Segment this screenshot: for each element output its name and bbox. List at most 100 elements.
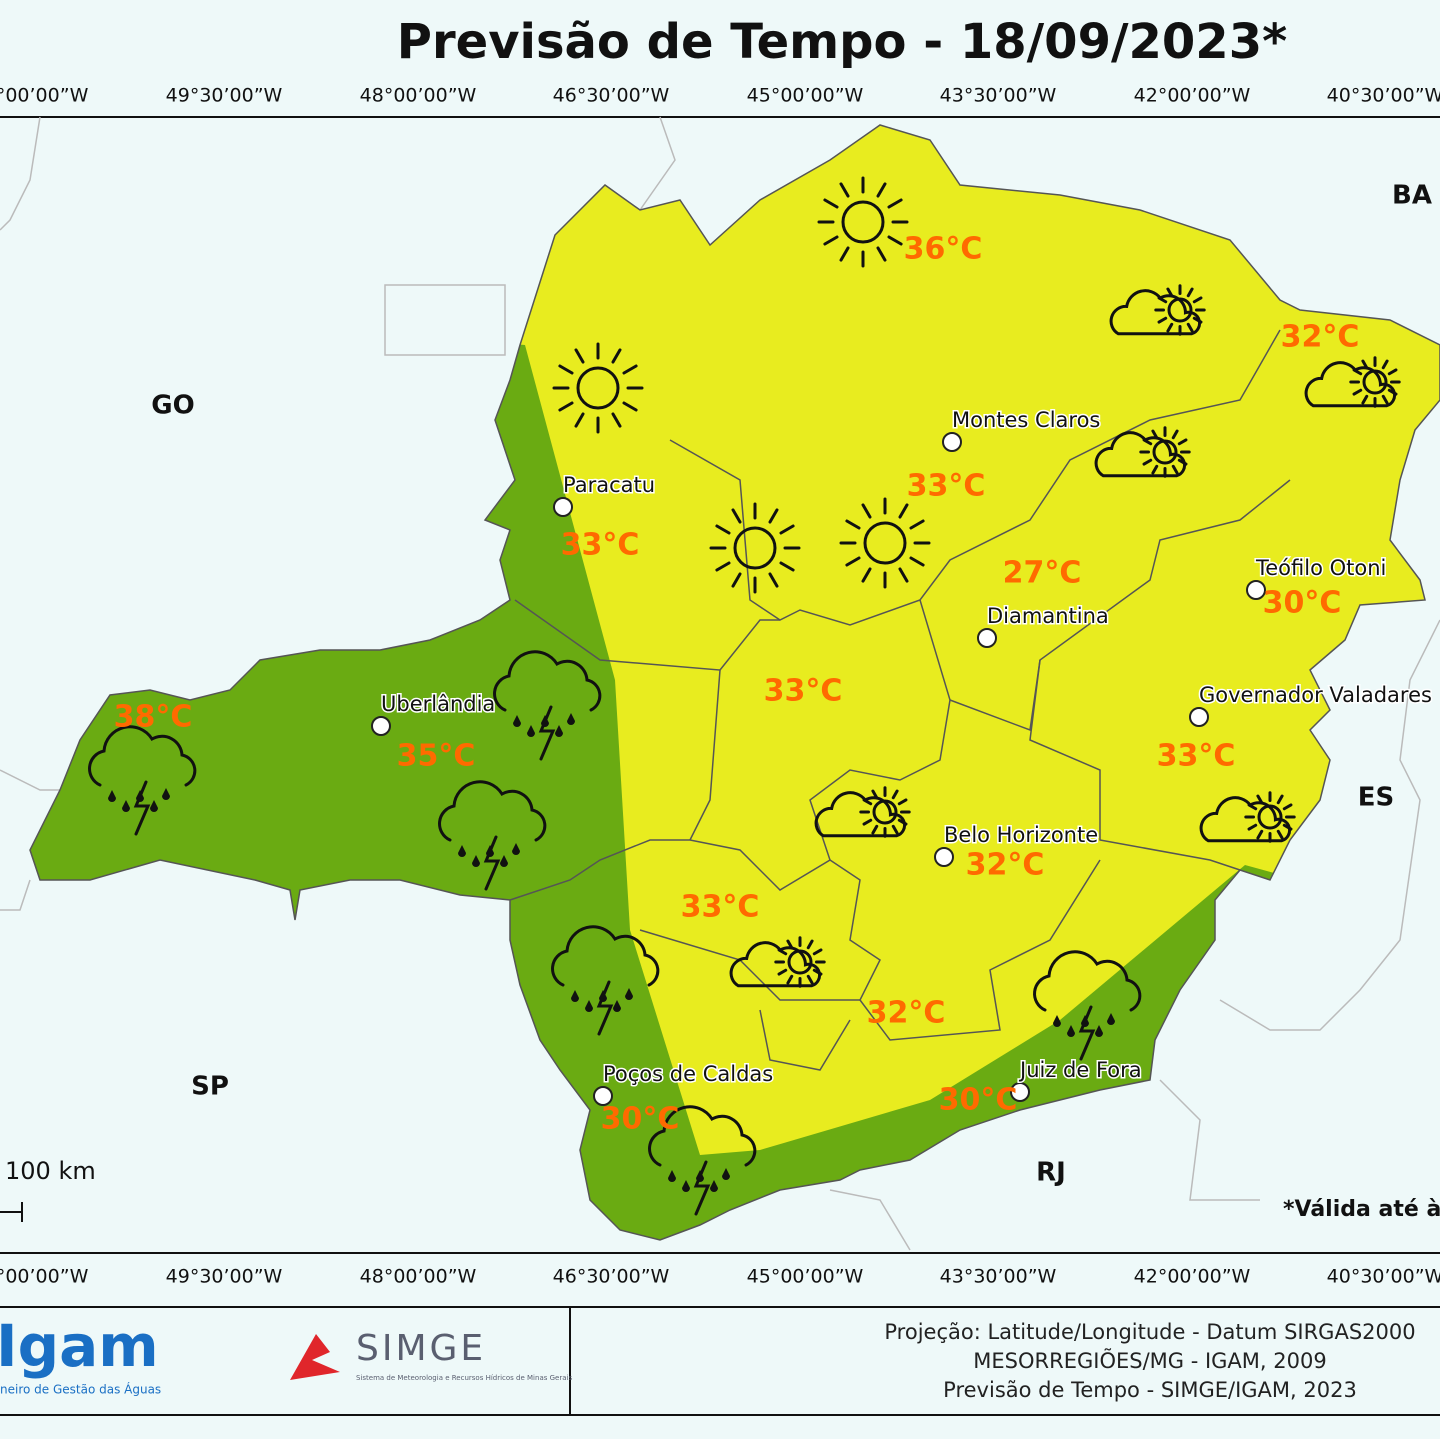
weather-icon <box>648 1105 757 1216</box>
sun-ray <box>1352 388 1363 396</box>
sun-ray <box>909 556 925 567</box>
temperature-label: 38°C <box>114 700 193 735</box>
temperature-label: 32°C <box>1281 320 1360 355</box>
longitude-label: 42°00’00”W <box>1134 1266 1251 1288</box>
storm-cloud <box>88 725 197 787</box>
longitude-label: 45°00’00”W <box>747 1266 864 1288</box>
state-label: GO <box>151 391 194 421</box>
lightning <box>1078 1005 1096 1061</box>
rain-drop <box>682 1180 690 1192</box>
sun-ray <box>622 401 638 412</box>
sun-ray <box>845 556 861 567</box>
credit-line: MESORREGIÕES/MG - IGAM, 2009 <box>973 1347 1326 1373</box>
sun-ray <box>887 198 903 209</box>
sun-ray <box>779 561 795 572</box>
temperature-label: 33°C <box>1157 739 1236 774</box>
state-label: BA <box>1392 181 1432 211</box>
sun-ray <box>887 235 903 246</box>
rain-drop <box>1053 1015 1061 1027</box>
simge-subtitle: Sistema de Meteorologia e Recursos Hídri… <box>356 1374 572 1382</box>
sun-ray <box>812 948 823 956</box>
sun-ray <box>1381 359 1389 370</box>
weather-icon <box>552 342 644 434</box>
sun-ray <box>715 561 731 572</box>
temperature-label: 33°C <box>907 469 986 504</box>
sun-ray <box>1151 464 1159 475</box>
city-label: Poços de Caldas <box>603 1062 773 1086</box>
rain-drop <box>555 725 563 737</box>
sun-ray <box>897 798 908 806</box>
sun-ray <box>1276 794 1284 805</box>
city-label: Juiz de Fora <box>1018 1058 1142 1082</box>
storm-cloud <box>493 650 602 712</box>
sun-ray <box>823 198 839 209</box>
sun-ray <box>1186 322 1194 333</box>
sun <box>733 526 777 570</box>
temperature-label: 30°C <box>1263 586 1342 621</box>
sun-ray <box>862 818 873 826</box>
temperature-label: 33°C <box>764 674 843 709</box>
sun-ray <box>1171 464 1179 475</box>
city-label: Belo Horizonte <box>944 823 1098 847</box>
sun <box>863 521 907 565</box>
sun-ray <box>1256 829 1264 840</box>
validity-note: *Válida até à <box>1283 1197 1440 1222</box>
sun-ray <box>779 524 795 535</box>
longitude-label: 43°30’00”W <box>940 1266 1057 1288</box>
sun-ray <box>898 567 909 583</box>
temperature-label: 27°C <box>1003 556 1082 591</box>
sun-ray <box>574 412 585 428</box>
lightning <box>693 1160 711 1216</box>
sun-ray <box>611 412 622 428</box>
longitude-label: 46°30’00”W <box>553 85 670 107</box>
longitude-label: 48°00’00”W <box>360 85 477 107</box>
sun-ray <box>777 968 788 976</box>
longitude-label: 45°00’00”W <box>747 85 864 107</box>
sun-ray <box>558 364 574 375</box>
city-label: Paracatu <box>563 473 655 497</box>
sun-ray <box>839 182 850 198</box>
sun-ray <box>1381 394 1389 405</box>
sun <box>841 200 885 244</box>
rain-drop <box>513 715 521 727</box>
sun-ray <box>823 235 839 246</box>
weather-icon <box>839 497 931 589</box>
map-title: Previsão de Tempo - 18/09/2023* <box>397 14 1287 70</box>
mesoregion-borders <box>29 124 1440 1241</box>
sun-ray <box>1361 394 1369 405</box>
temperature-label: 33°C <box>681 890 760 925</box>
rain-drop <box>710 1180 718 1192</box>
sun-ray <box>839 246 850 262</box>
weather-icon <box>817 176 909 268</box>
rain-drop <box>472 855 480 867</box>
sun-ray <box>1142 458 1153 466</box>
longitude-label: 51°00’00”W <box>0 1266 89 1288</box>
temperature-label: 36°C <box>904 232 983 267</box>
weather-icons <box>88 176 1401 1216</box>
longitude-label: 42°00’00”W <box>1134 85 1251 107</box>
weather-icon <box>1109 284 1206 336</box>
simge-logo: SIMGE <box>356 1328 486 1369</box>
state-label: ES <box>1358 783 1395 813</box>
sun <box>576 366 620 410</box>
sun-ray <box>768 572 779 588</box>
rain-drop <box>162 788 170 800</box>
weather-icon <box>493 650 602 761</box>
sun-ray <box>845 519 861 530</box>
cloud <box>1109 289 1202 336</box>
lightning <box>483 835 501 891</box>
rain-drop <box>150 800 158 812</box>
cloud <box>729 941 822 988</box>
lightning <box>596 980 614 1036</box>
rain-drop <box>1067 1025 1075 1037</box>
city-marker <box>1010 1082 1030 1102</box>
rain-drop <box>527 725 535 737</box>
sun-ray <box>1247 823 1258 831</box>
city-marker <box>934 847 954 867</box>
sun-ray <box>891 789 899 800</box>
sun-ray <box>806 974 814 985</box>
credit-line: Previsão de Tempo - SIMGE/IGAM, 2023 <box>943 1378 1357 1402</box>
city-label: Teófilo Otoni <box>1255 556 1386 580</box>
rain-drop <box>585 1000 593 1012</box>
city-marker <box>942 432 962 452</box>
